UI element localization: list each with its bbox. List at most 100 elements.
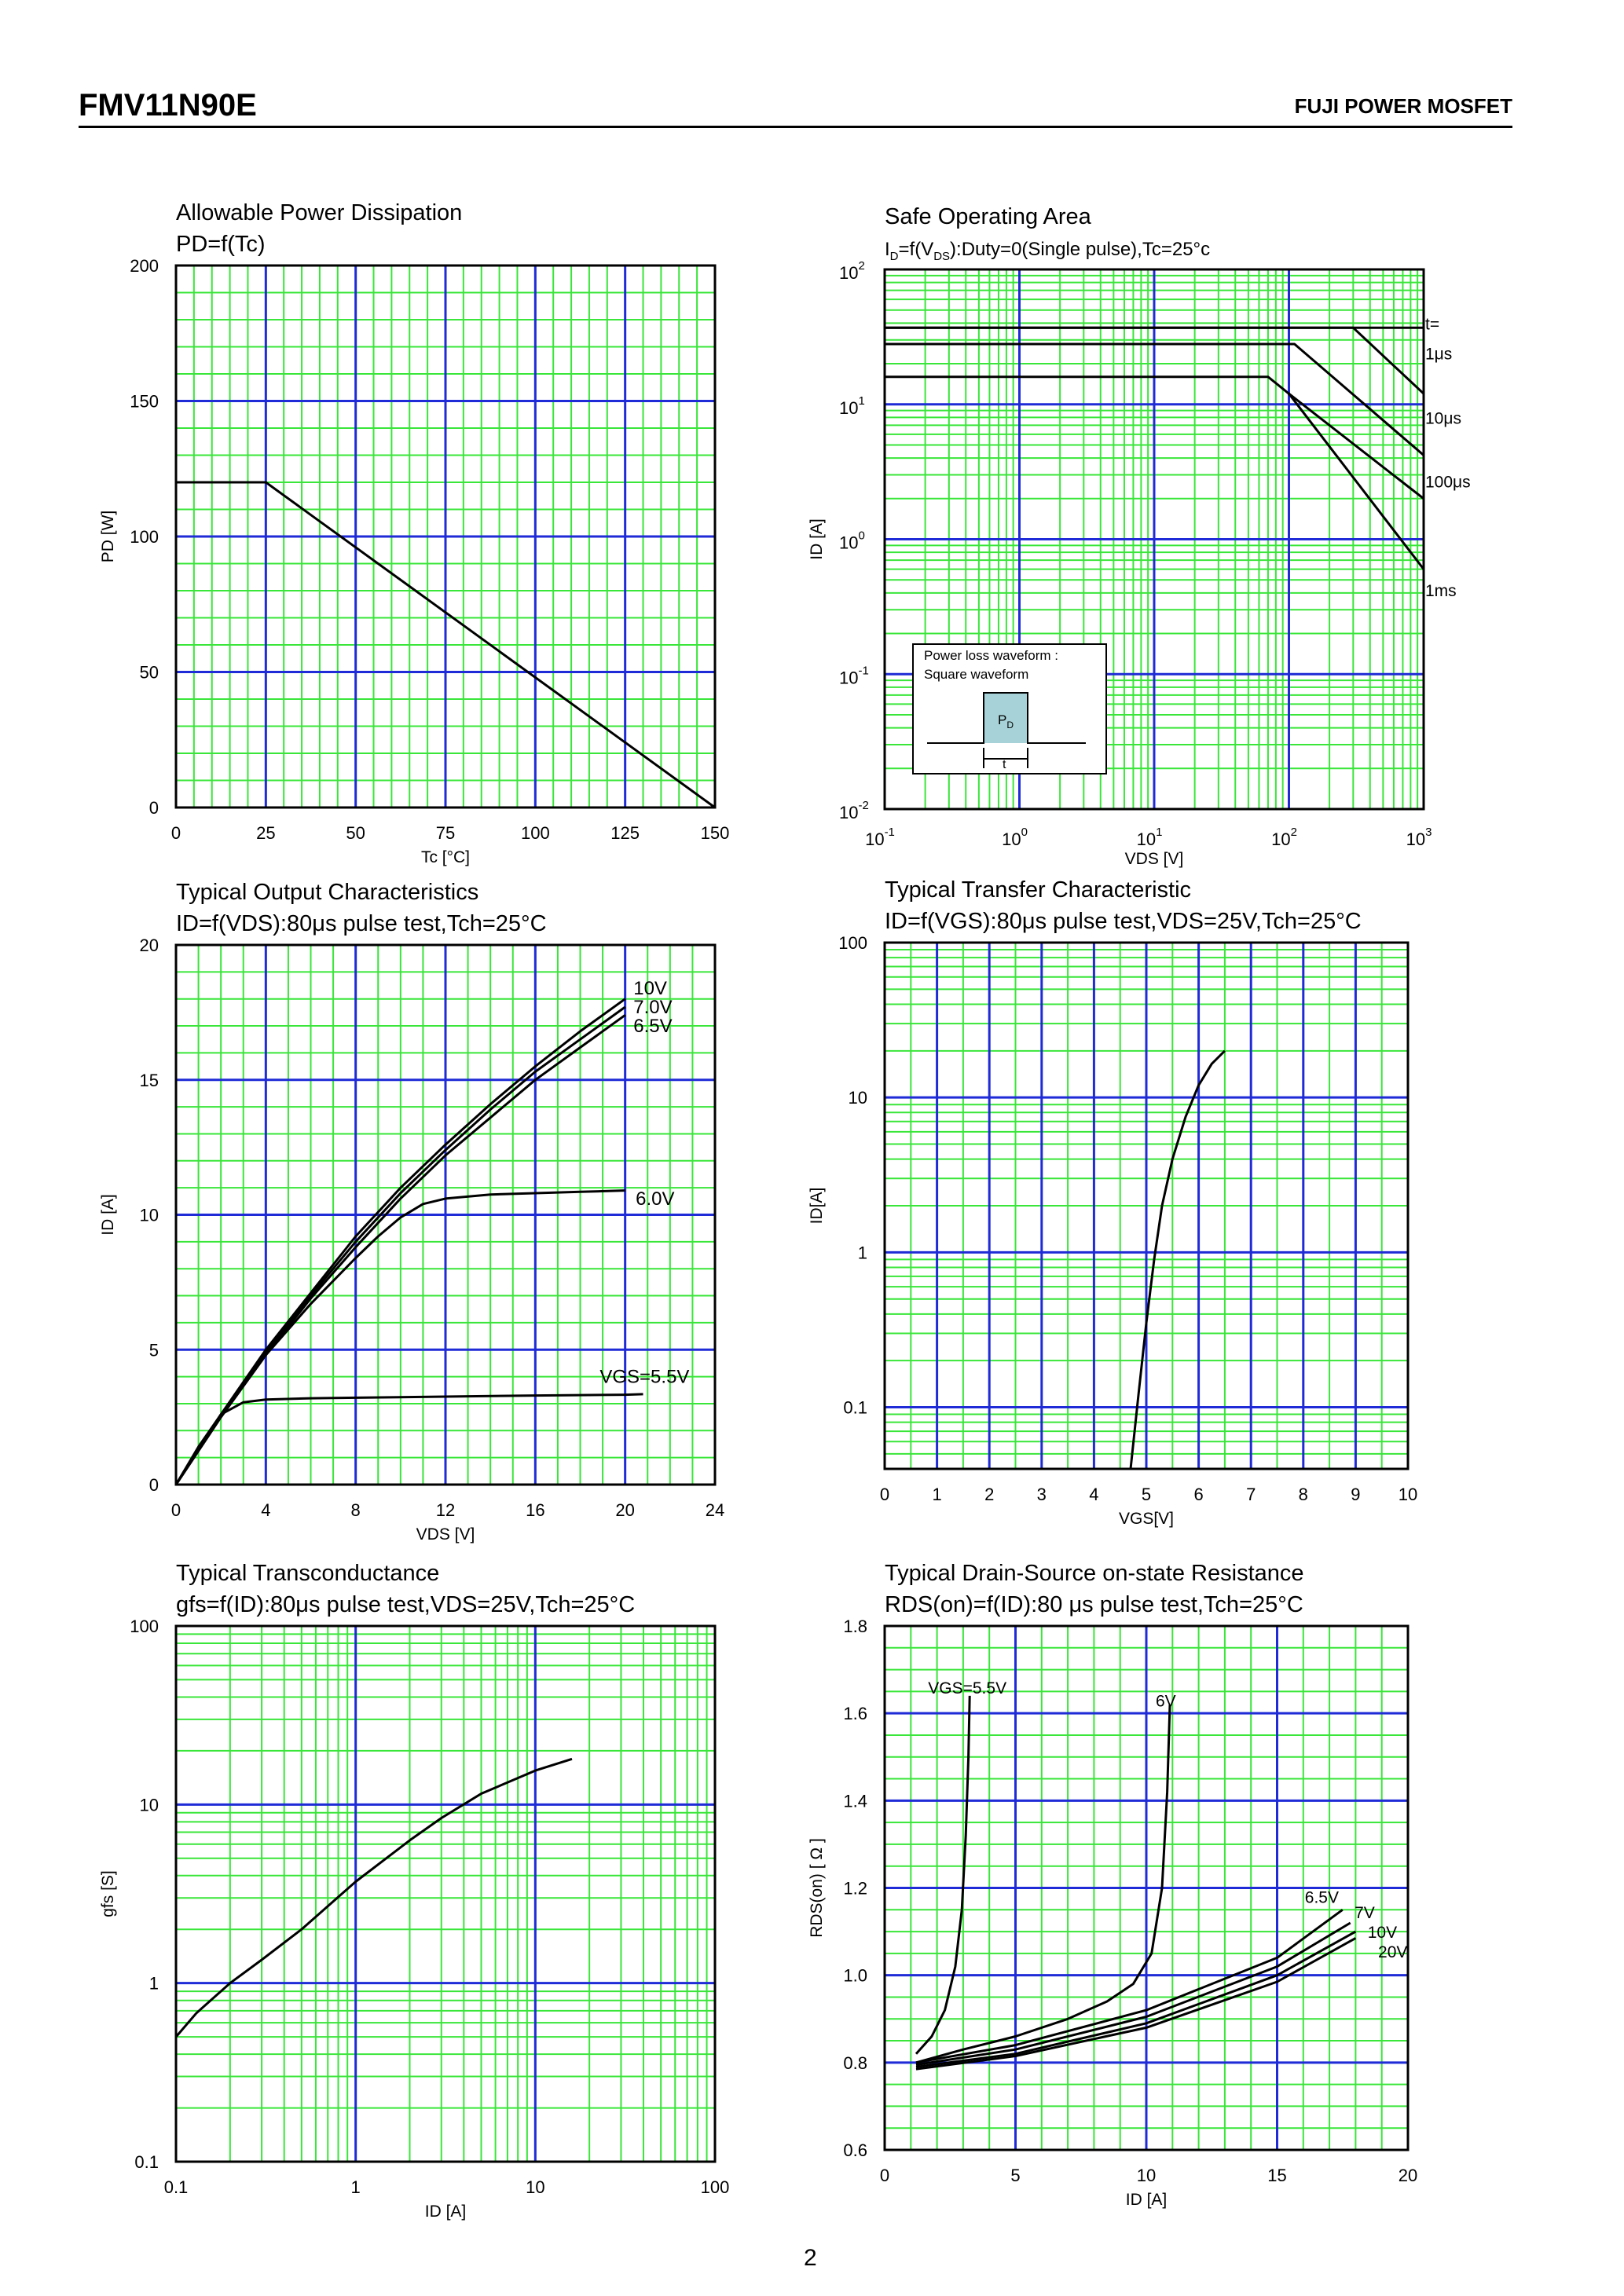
output-series-line-4 bbox=[176, 1393, 643, 1485]
soa-x-tick-label: 101 bbox=[1137, 826, 1163, 849]
rds-y-axis-label: RDS(on) [ Ω ] bbox=[808, 1838, 826, 1938]
rds-x-tick-label: 15 bbox=[1267, 2166, 1286, 2185]
gfs-x-tick-label: 1 bbox=[351, 2177, 361, 2197]
transfer-x-tick-label: 3 bbox=[1037, 1485, 1047, 1504]
transfer-x-tick-label: 9 bbox=[1351, 1485, 1360, 1504]
soa-x-tick-label: 100 bbox=[1002, 826, 1028, 849]
rds-chart: 0 5 10 15 20 0.6 0.8 1.0 1.2 1.4 1.6 1.8 ID [A] RDS(o… bbox=[808, 1561, 1417, 2209]
rds-series-line-5 bbox=[915, 1937, 1357, 2071]
pd-x-tick-label: 75 bbox=[436, 823, 455, 843]
output-y-tick-label: 5 bbox=[149, 1340, 159, 1360]
gfs-y-tick-label: 1 bbox=[149, 1974, 159, 1994]
pd-plot-frame bbox=[174, 264, 717, 809]
transfer-x-tick-label: 2 bbox=[984, 1485, 994, 1504]
pd-x-tick-label: 0 bbox=[171, 823, 181, 843]
soa-y-tick-exponent: 0 bbox=[858, 529, 864, 543]
pd-y-tick-label: 200 bbox=[130, 256, 159, 276]
rds-series-label: 6V bbox=[1156, 1692, 1176, 1710]
output-x-tick-label: 0 bbox=[171, 1500, 181, 1520]
soa-series-line-2 bbox=[885, 342, 1424, 456]
rds-series-line-3 bbox=[915, 1921, 1351, 2067]
gfs-series-group bbox=[176, 1757, 573, 2038]
soa-x-tick-label: 102 bbox=[1271, 826, 1297, 849]
output-series-label: 10V bbox=[633, 978, 667, 999]
pd-x-tick-label: 125 bbox=[610, 823, 640, 843]
rds-series-label: 6.5V bbox=[1305, 1889, 1339, 1907]
soa-subtitle-part: =f(V bbox=[899, 239, 934, 260]
gfs-x-tick-label: 0.1 bbox=[164, 2177, 189, 2197]
soa-inset-t-label: t bbox=[1003, 758, 1006, 771]
gfs-chart: 0.1 1 10 100 0.1 1 10 100 ID [A] gfs [S] Typical T… bbox=[99, 1561, 729, 2221]
rds-x-tick-label: 20 bbox=[1399, 2166, 1417, 2185]
gfs-y-tick-label: 10 bbox=[140, 1795, 159, 1814]
soa-y-tick-exponent: 2 bbox=[858, 259, 864, 273]
transfer-grid bbox=[883, 941, 1410, 1470]
pd-series-line-0 bbox=[176, 481, 715, 809]
output-chart: 0 4 8 12 16 20 24 0 5 10 15 20 VDS [V] ID [A] Typical … bbox=[99, 880, 724, 1543]
rds-y-tick-label: 1.6 bbox=[843, 1704, 867, 1723]
output-series-group bbox=[176, 998, 643, 1485]
header-rule bbox=[79, 126, 1512, 128]
transfer-series-group bbox=[1129, 1049, 1226, 1470]
output-subtitle: ID=f(VDS):80μs pulse test,Tch=25°C bbox=[176, 911, 547, 936]
output-title: Typical Output Characteristics bbox=[176, 880, 478, 905]
output-y-tick-label: 10 bbox=[140, 1206, 159, 1225]
output-x-tick-label: 8 bbox=[351, 1500, 361, 1520]
pd-chart: 0 25 50 75 100 125 150 0 50 100 150 200 Tc [°C] PD [W… bbox=[99, 200, 729, 866]
transfer-series-line-0 bbox=[1129, 1049, 1226, 1470]
part-number: FMV11N90E bbox=[79, 88, 257, 123]
pd-y-tick-label: 50 bbox=[140, 663, 159, 683]
transfer-x-tick-label: 0 bbox=[880, 1485, 889, 1504]
rds-x-tick-label: 10 bbox=[1137, 2166, 1156, 2185]
transfer-x-tick-label: 4 bbox=[1089, 1485, 1098, 1504]
output-series-label: VGS=5.5V bbox=[599, 1367, 689, 1388]
soa-series-group bbox=[885, 326, 1424, 570]
soa-y-tick-label: 10-2 bbox=[839, 799, 869, 822]
rds-series-line-4 bbox=[915, 1930, 1357, 2068]
gfs-y-tick-label: 0.1 bbox=[134, 2152, 159, 2172]
rds-series-label: VGS=5.5V bbox=[928, 1679, 1006, 1697]
rds-series-line-2 bbox=[915, 1909, 1344, 2064]
soa-subtitle-subscript: DS bbox=[933, 250, 950, 263]
transfer-x-tick-label: 1 bbox=[932, 1485, 941, 1504]
output-series-label: 6.0V bbox=[636, 1188, 674, 1210]
soa-series-label: 1μs bbox=[1425, 345, 1452, 363]
rds-series-line-0 bbox=[915, 1695, 971, 2055]
output-series-label: 7.0V bbox=[633, 997, 672, 1018]
gfs-x-tick-label: 100 bbox=[701, 2177, 730, 2197]
soa-x-tick-label: 10-1 bbox=[865, 826, 895, 849]
soa-series-label: t= bbox=[1425, 315, 1439, 333]
output-y-tick-label: 20 bbox=[140, 936, 159, 955]
soa-y-tick-exponent: -2 bbox=[858, 799, 868, 812]
output-x-axis-label: VDS [V] bbox=[416, 1525, 475, 1543]
pd-y-tick-label: 0 bbox=[149, 798, 159, 818]
soa-y-tick-label: 10-1 bbox=[839, 664, 869, 687]
soa-y-axis-label: ID [A] bbox=[808, 518, 826, 560]
soa-series-line-4 bbox=[1288, 393, 1424, 570]
rds-x-tick-label: 5 bbox=[1010, 2166, 1020, 2185]
soa-x-axis-label: VDS [V] bbox=[1125, 850, 1184, 868]
pd-title: Allowable Power Dissipation bbox=[176, 200, 462, 225]
transfer-x-tick-label: 6 bbox=[1193, 1485, 1203, 1504]
transfer-chart: 0 1 2 3 4 5 6 7 8 9 10 0.1 1 10 100 VGS[V] ID[A] Typical … bbox=[808, 877, 1417, 1528]
soa-x-tick-exponent: 2 bbox=[1291, 826, 1297, 839]
output-x-tick-label: 20 bbox=[615, 1500, 634, 1520]
pd-y-axis-label: PD [W] bbox=[99, 511, 117, 563]
soa-inset-pulse-fill bbox=[984, 693, 1028, 743]
transfer-x-tick-label: 8 bbox=[1299, 1485, 1308, 1504]
pd-subtitle: PD=f(Tc) bbox=[176, 232, 266, 257]
pd-y-tick-label: 100 bbox=[130, 527, 159, 547]
soa-subtitle-part: I bbox=[885, 239, 890, 260]
soa-x-tick-exponent: 1 bbox=[1156, 826, 1162, 839]
gfs-plot-area bbox=[176, 1626, 715, 2162]
soa-y-tick-exponent: -1 bbox=[858, 664, 868, 677]
transfer-y-tick-label: 10 bbox=[849, 1088, 867, 1108]
soa-x-tick-exponent: 3 bbox=[1425, 826, 1432, 839]
rds-x-axis-label: ID [A] bbox=[1126, 2191, 1168, 2209]
output-y-tick-label: 15 bbox=[140, 1071, 159, 1090]
page-number: 2 bbox=[804, 2245, 817, 2271]
rds-y-tick-label: 1.0 bbox=[843, 1966, 867, 1986]
pd-x-tick-label: 150 bbox=[701, 823, 730, 843]
